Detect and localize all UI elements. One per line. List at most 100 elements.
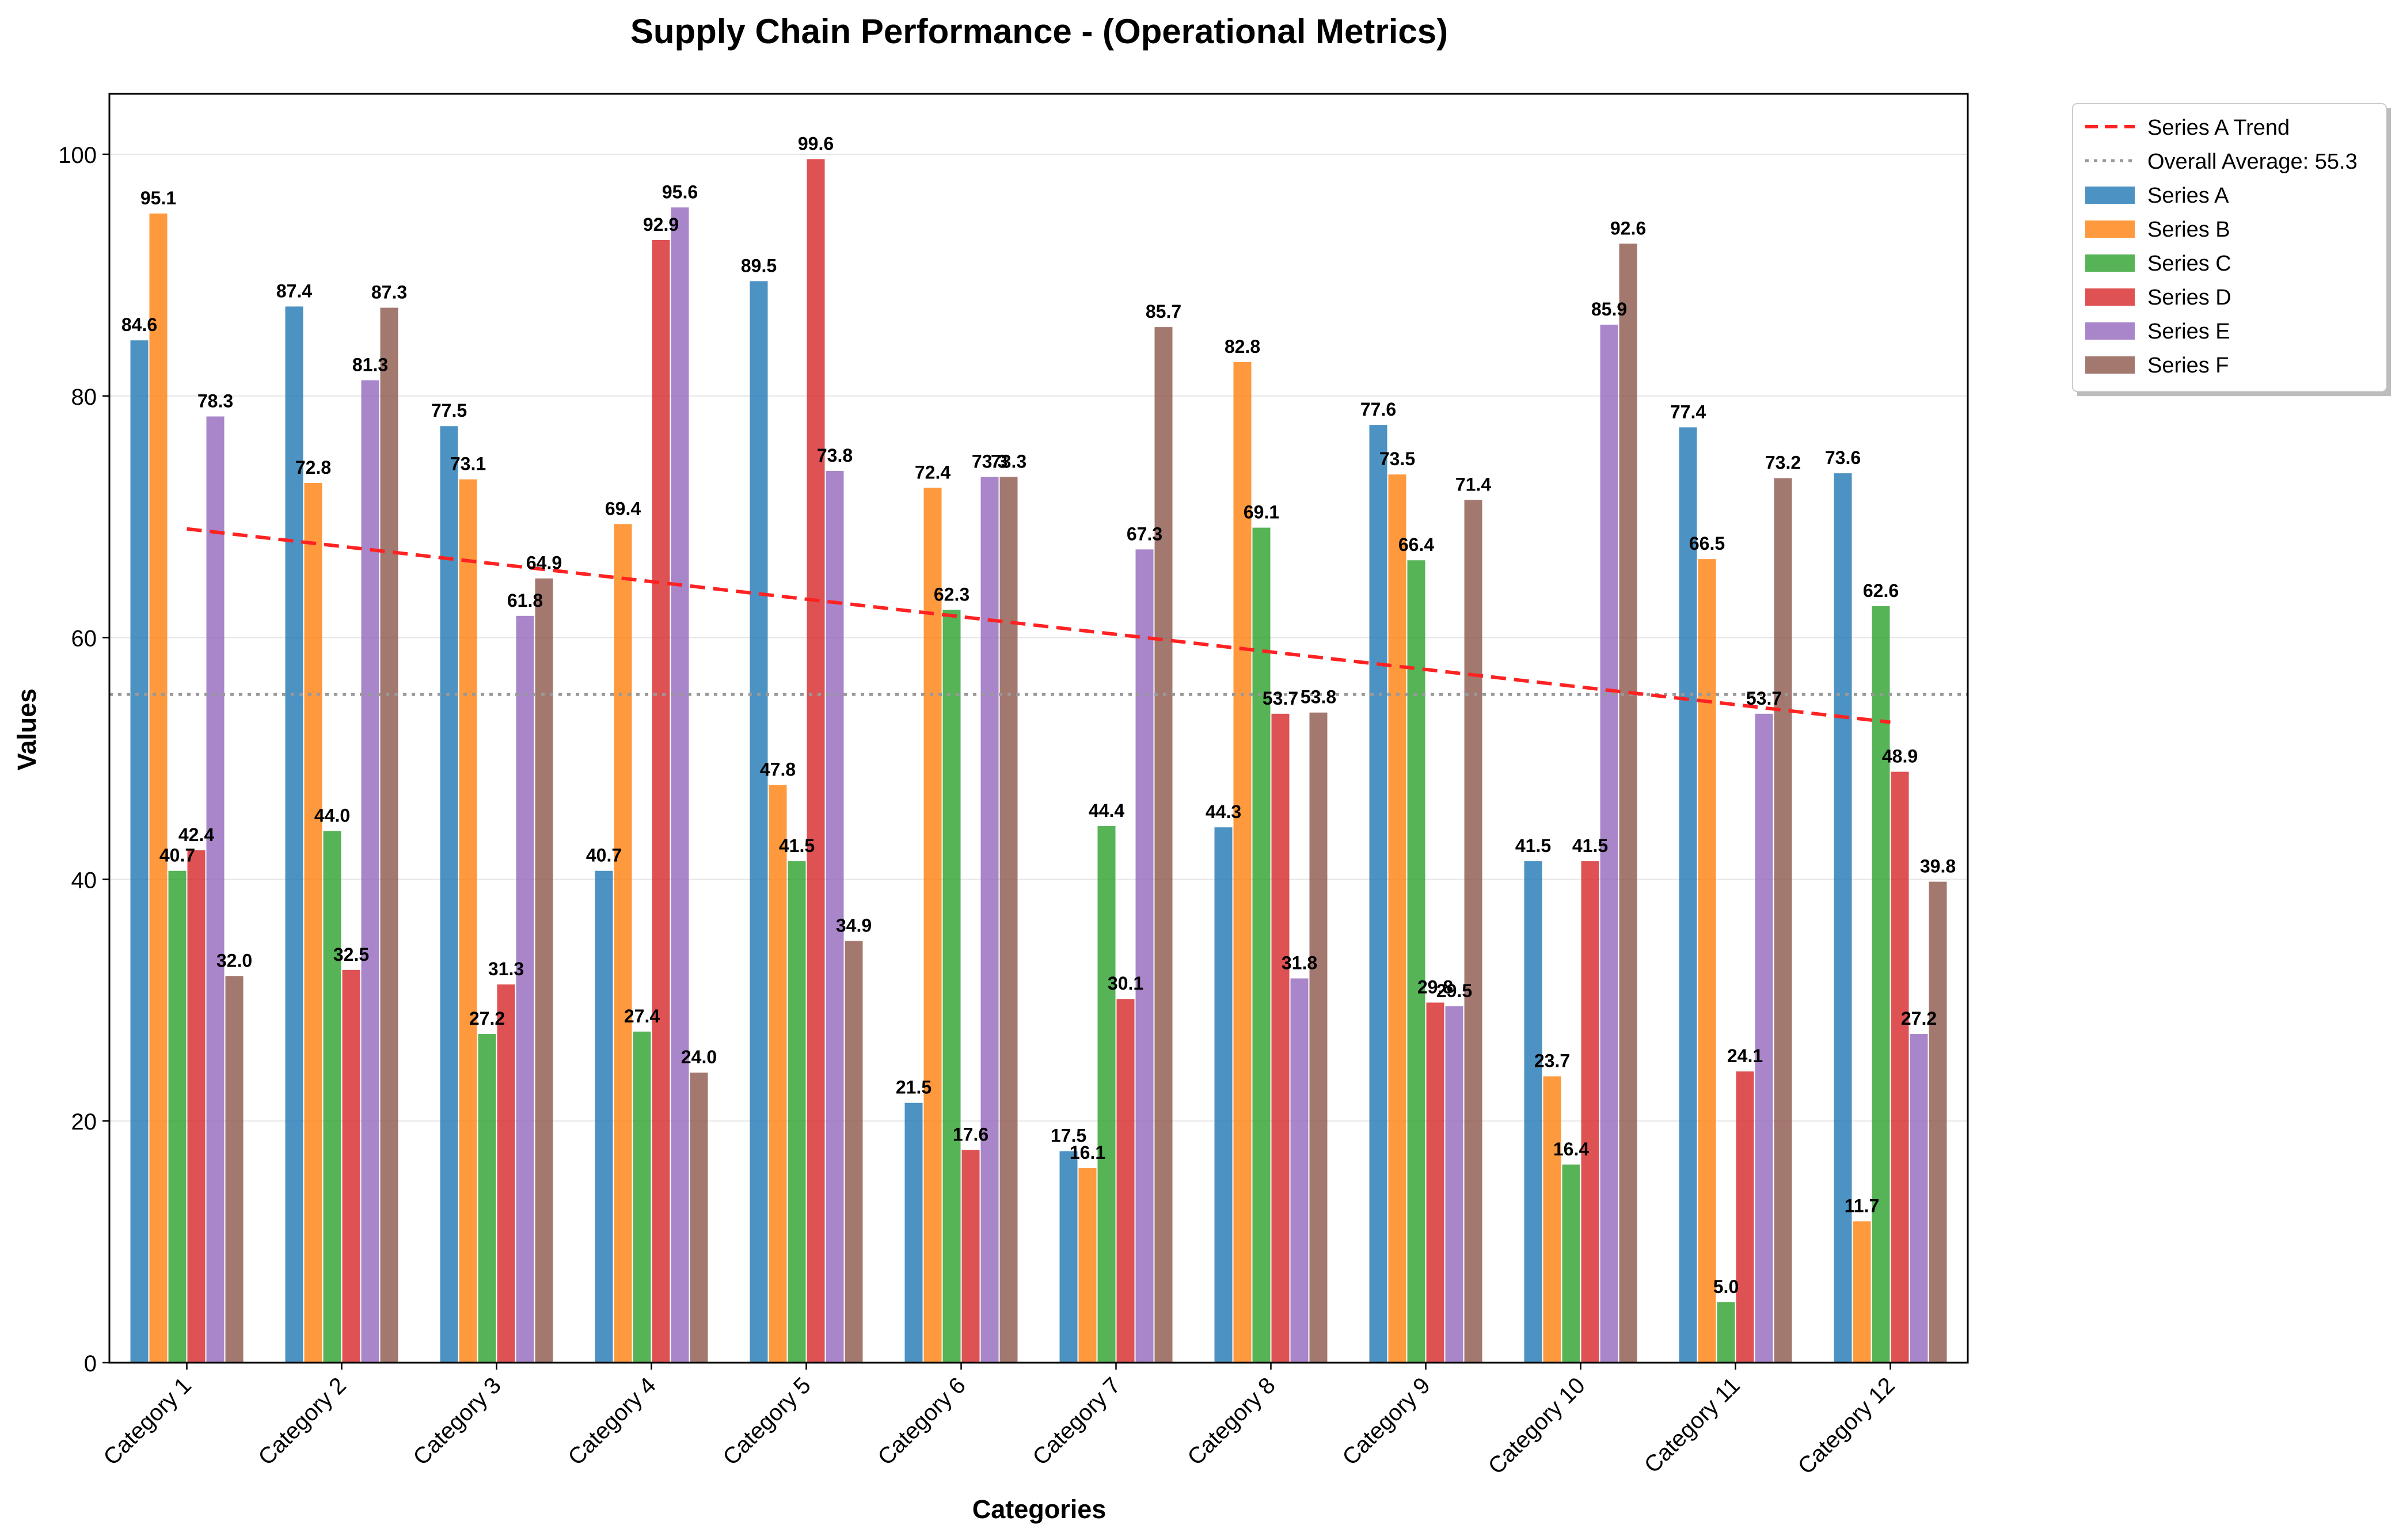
y-tick-label: 80 xyxy=(71,385,97,410)
legend-label: Series F xyxy=(2147,353,2229,378)
data-label: 48.9 xyxy=(1882,746,1918,767)
bar xyxy=(342,969,360,1363)
data-label: 84.6 xyxy=(121,314,157,335)
data-label: 73.3 xyxy=(972,451,1007,471)
bar xyxy=(1679,427,1697,1363)
legend-label: Series A xyxy=(2147,184,2229,208)
legend-label: Overall Average: 55.3 xyxy=(2147,150,2358,174)
bar xyxy=(1736,1071,1754,1363)
data-label: 30.1 xyxy=(1108,973,1143,994)
data-label: 5.0 xyxy=(1713,1276,1739,1297)
data-label: 40.7 xyxy=(586,845,622,866)
data-label: 95.1 xyxy=(140,188,176,208)
bar xyxy=(633,1031,651,1363)
bar xyxy=(380,307,398,1363)
data-label: 77.6 xyxy=(1360,399,1396,420)
data-label: 95.6 xyxy=(662,181,698,202)
y-tick-label: 60 xyxy=(71,626,97,652)
bar xyxy=(1116,999,1135,1363)
data-label: 24.1 xyxy=(1727,1045,1763,1066)
bar xyxy=(1834,473,1852,1363)
data-label: 17.5 xyxy=(1051,1125,1086,1146)
bar xyxy=(497,984,515,1363)
bar xyxy=(1619,244,1637,1363)
legend-box xyxy=(2072,103,2387,392)
bar xyxy=(1135,549,1154,1363)
bar xyxy=(459,479,477,1363)
data-label: 87.3 xyxy=(371,282,407,303)
data-label: 41.5 xyxy=(1515,835,1551,856)
bar xyxy=(1078,1168,1097,1363)
data-label: 89.5 xyxy=(741,255,777,276)
legend-label: Series C xyxy=(2147,252,2231,276)
data-label: 73.5 xyxy=(1379,448,1415,469)
bar xyxy=(1929,881,1947,1363)
bar xyxy=(516,615,534,1363)
legend-swatch xyxy=(2085,187,2135,204)
bar xyxy=(1271,713,1290,1363)
bar xyxy=(1290,978,1309,1363)
data-label: 53.8 xyxy=(1301,687,1336,708)
bars xyxy=(130,159,1947,1363)
data-label: 11.7 xyxy=(1845,1195,1880,1216)
data-label: 47.8 xyxy=(760,759,796,780)
legend: Series A Trend Overall Average: 55.3 Serie… xyxy=(2072,103,2391,396)
bar xyxy=(187,850,206,1363)
bar xyxy=(595,870,613,1363)
bar xyxy=(807,159,825,1363)
bar xyxy=(535,578,553,1363)
bar xyxy=(1755,713,1773,1363)
bar xyxy=(826,470,844,1363)
bar xyxy=(1891,771,1909,1363)
legend-label: Series A Trend xyxy=(2147,116,2290,140)
data-label: 92.6 xyxy=(1610,218,1646,238)
bar xyxy=(1872,606,1890,1363)
bar xyxy=(1698,559,1716,1363)
bar xyxy=(130,340,149,1363)
bar xyxy=(1214,827,1233,1363)
data-label: 16.4 xyxy=(1553,1139,1589,1159)
data-label: 85.9 xyxy=(1591,299,1627,320)
legend-swatch xyxy=(2085,254,2135,272)
bar xyxy=(1445,1006,1463,1363)
bar xyxy=(1562,1164,1580,1363)
bar xyxy=(1464,500,1482,1363)
bar xyxy=(652,239,670,1363)
bar xyxy=(206,416,225,1363)
data-label: 72.4 xyxy=(915,462,951,482)
data-label: 44.4 xyxy=(1089,800,1124,821)
chart-title: Supply Chain Performance - (Operational … xyxy=(630,12,1448,51)
y-axis-label: Values xyxy=(12,689,41,771)
x-axis-label: Categories xyxy=(972,1495,1107,1524)
data-label: 64.9 xyxy=(526,553,562,573)
data-label: 24.0 xyxy=(681,1047,717,1067)
data-label: 73.3 xyxy=(991,451,1026,471)
bar xyxy=(149,213,168,1363)
legend-label: Series E xyxy=(2147,320,2230,344)
legend-swatch xyxy=(2085,322,2135,340)
data-label: 66.4 xyxy=(1398,534,1434,555)
bar xyxy=(440,426,458,1363)
bar xyxy=(750,281,768,1363)
bar xyxy=(1154,327,1173,1363)
bar xyxy=(980,477,999,1363)
bar xyxy=(923,488,942,1363)
y-tick-label: 100 xyxy=(58,143,97,168)
plot-frame xyxy=(108,93,1969,1364)
data-label: 39.8 xyxy=(1920,856,1956,877)
data-label: 44.0 xyxy=(314,805,350,826)
bar xyxy=(304,482,322,1363)
bar xyxy=(285,306,303,1363)
bar xyxy=(1233,362,1252,1363)
data-label: 16.1 xyxy=(1070,1142,1105,1163)
data-label: 77.4 xyxy=(1670,401,1706,422)
bar xyxy=(942,610,961,1363)
bar xyxy=(1426,1002,1444,1363)
trend-line xyxy=(187,527,1891,724)
data-label: 29.5 xyxy=(1436,980,1472,1001)
data-label: 27.4 xyxy=(624,1006,660,1026)
legend-swatch xyxy=(2085,356,2135,374)
data-label: 92.9 xyxy=(643,214,679,235)
data-label: 53.7 xyxy=(1746,688,1782,709)
